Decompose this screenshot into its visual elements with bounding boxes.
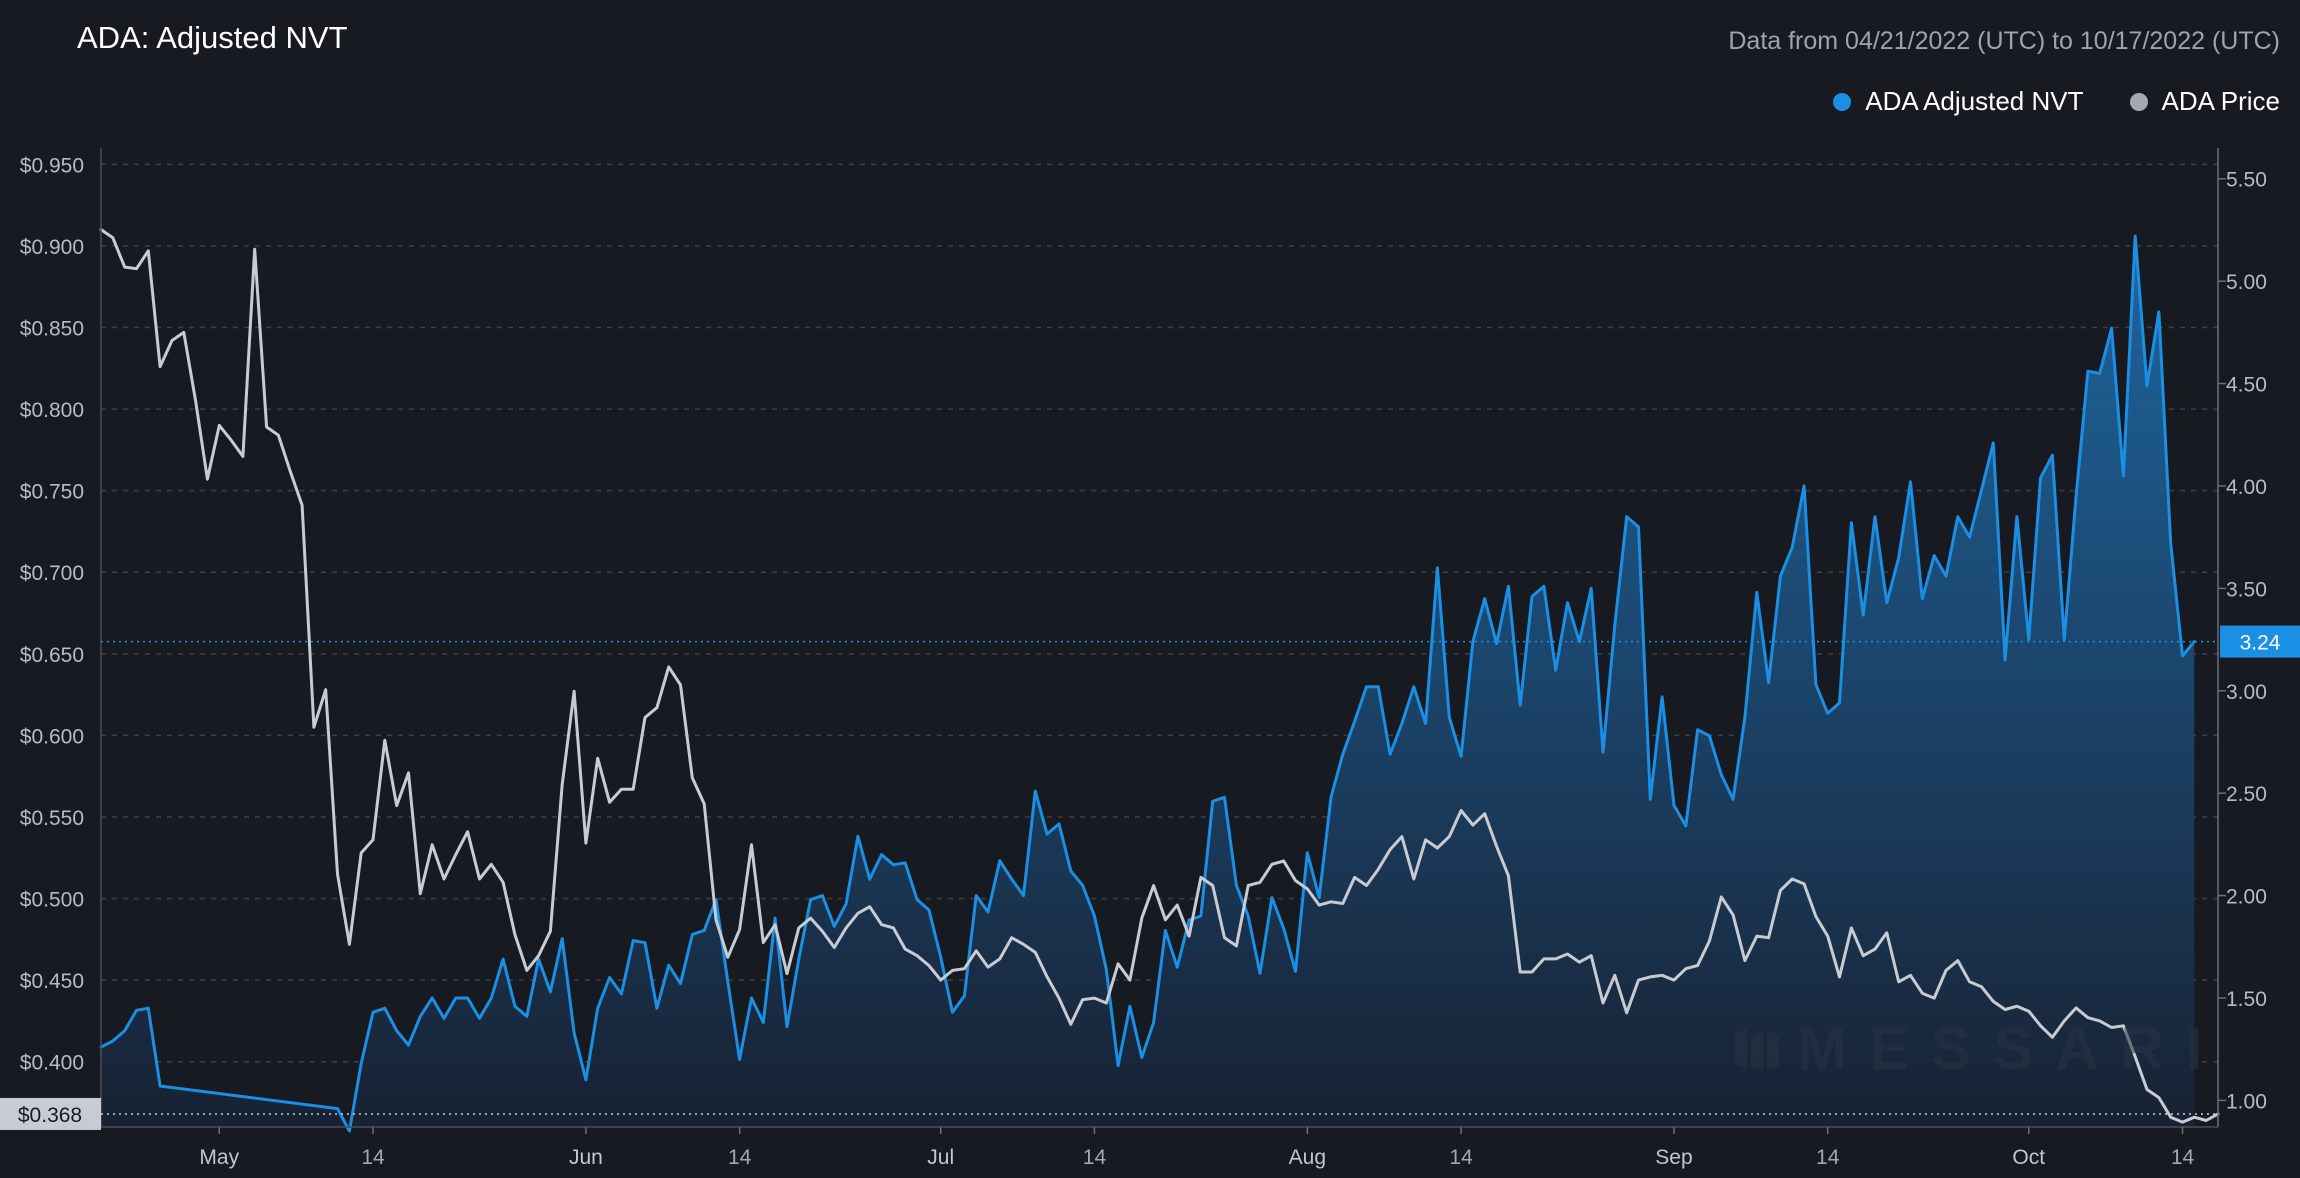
nvt-current-badge (2220, 625, 2300, 658)
nvt-area (101, 236, 2195, 1132)
messari-watermark: MESSARI (1733, 1014, 2224, 1083)
y-left-tick-label: $0.750 (20, 481, 84, 504)
axes: $0.400 $0.450 $0.500 $0.550 $0.600 $0.650 $0.7… (20, 148, 2267, 1169)
y-left-tick-label: $0.400 (20, 1052, 84, 1075)
y-right-tick-label: 5.50 (2226, 169, 2267, 192)
y-left-tick-label: $0.850 (20, 317, 84, 340)
x-tick-label: 14 (2171, 1146, 2195, 1169)
y-right-tick-label: 4.50 (2226, 374, 2267, 397)
x-tick-label: May (199, 1146, 239, 1169)
x-tick-label: Sep (1655, 1146, 1692, 1169)
legend-dot-nvt (1833, 92, 1852, 111)
date-range-label: Data from 04/21/2022 (UTC) to 10/17/2022… (1728, 27, 2280, 55)
y-right-tick-label: 3.00 (2226, 681, 2267, 704)
y-left-tick-label: $0.950 (20, 154, 84, 177)
x-tick-label: 14 (1449, 1146, 1473, 1169)
nvt-current-value: 3.24 (2240, 632, 2281, 655)
x-tick-label: Oct (2012, 1146, 2045, 1169)
legend-item-price[interactable]: ADA Price (2129, 86, 2281, 117)
x-tick-label: 14 (1816, 1146, 1840, 1169)
chart-legend: ADA Adjusted NVT ADA Price (1833, 86, 2280, 117)
legend-dot-price (2129, 92, 2148, 111)
x-tick-label: Jun (569, 1146, 603, 1169)
chart-title: ADA: Adjusted NVT (77, 20, 348, 55)
watermark-text: MESSARI (1797, 1015, 2225, 1082)
x-tick-label: 14 (361, 1146, 385, 1169)
price-current-badge (0, 1097, 101, 1130)
y-left-tick-label: $0.650 (20, 644, 84, 667)
y-left-tick-label: $0.900 (20, 236, 84, 259)
y-right-tick-label: 1.50 (2226, 988, 2267, 1011)
nvt-series-line (99, 234, 2196, 1133)
y-left-tick-label: $0.450 (20, 970, 84, 993)
y-left-tick-label: $0.550 (20, 807, 84, 830)
x-tick-label: Aug (1289, 1146, 1326, 1169)
price-current-value: $0.368 (18, 1104, 82, 1127)
series-lines (99, 228, 2220, 1133)
y-left-tick-label: $0.800 (20, 399, 84, 422)
x-tick-label: 14 (1083, 1146, 1107, 1169)
y-left-tick-label: $0.500 (20, 889, 84, 912)
legend-label-nvt: ADA Adjusted NVT (1865, 86, 2084, 116)
y-right-tick-label: 4.00 (2226, 476, 2267, 499)
y-right-tick-label: 1.00 (2226, 1090, 2267, 1113)
y-right-tick-label: 3.50 (2226, 578, 2267, 601)
legend-item-nvt[interactable]: ADA Adjusted NVT (1833, 86, 2084, 117)
x-tick-label: Jul (927, 1146, 954, 1169)
nvt-area-fill (101, 236, 2195, 1132)
price-series-line (99, 228, 2220, 1124)
messari-logo-icon (1735, 1027, 1779, 1070)
current-value-markers: 3.24 $0.368 (0, 625, 2300, 1130)
y-left-tick-label: $0.700 (20, 562, 84, 585)
legend-label-price: ADA Price (2161, 86, 2281, 116)
y-right-tick-label: 2.50 (2226, 783, 2267, 806)
x-tick-label: 14 (728, 1146, 752, 1169)
y-right-tick-label: 2.00 (2226, 886, 2267, 909)
y-right-tick-label: 5.00 (2226, 271, 2267, 294)
y-left-tick-label: $0.600 (20, 725, 84, 748)
